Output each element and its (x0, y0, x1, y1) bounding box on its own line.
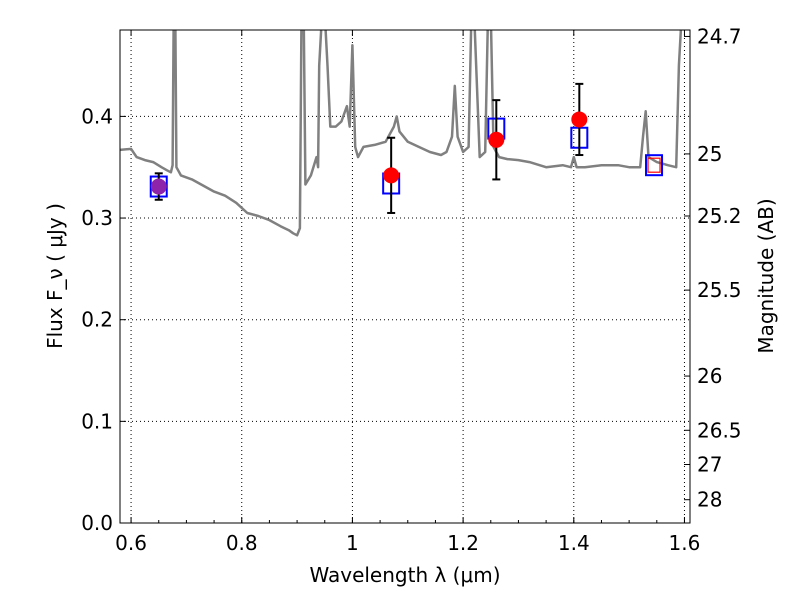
mag-tick-label: 25.5 (697, 278, 742, 302)
x-tick-label: 1.6 (669, 531, 701, 555)
y2-axis-label: Magnitude (AB) (754, 198, 778, 353)
model-spectrum-line (120, 30, 683, 237)
mag-tick-label: 25.2 (697, 204, 742, 228)
x-axis-label: Wavelength λ (μm) (309, 563, 500, 587)
y-tick-label: 0.2 (81, 308, 113, 332)
extra-band-marker (647, 157, 661, 173)
observed-photometry-point (150, 178, 167, 195)
y-axis-label: Flux F_ν ( μJy ) (43, 203, 67, 349)
y-tick-label: 0.4 (81, 104, 113, 128)
mag-tick-label: 26 (697, 364, 722, 388)
mag-tick-label: 28 (697, 488, 722, 512)
plot-background (120, 30, 690, 523)
mag-tick-label: 26.5 (697, 418, 742, 442)
mag-tick-label: 25 (697, 142, 722, 166)
y-tick-label: 0.1 (81, 409, 113, 433)
axes: 0.6 0.8 1 1.2 1.4 1.6 0.0 0.1 0.2 0.3 0.4 24.7 25 25.… (81, 24, 741, 555)
x-tick-label: 1 (346, 531, 359, 555)
x-tick-label: 0.6 (115, 531, 147, 555)
x-tick-label: 1.2 (447, 531, 479, 555)
x-tick-label: 0.8 (226, 531, 258, 555)
y-tick-label: 0.3 (81, 206, 113, 230)
x-tick-label: 1.4 (558, 531, 590, 555)
mag-tick-label: 24.7 (697, 24, 742, 48)
plot-frame (119, 29, 691, 524)
observed-photometry-point (571, 111, 588, 128)
mag-tick-label: 27 (697, 453, 722, 477)
model-photometry-square (645, 154, 664, 177)
observed-photometry-point (488, 131, 505, 148)
observed-photometry-point (383, 167, 400, 184)
data-series (120, 30, 683, 237)
grid (120, 30, 690, 523)
y-tick-label: 0.0 (81, 511, 113, 535)
